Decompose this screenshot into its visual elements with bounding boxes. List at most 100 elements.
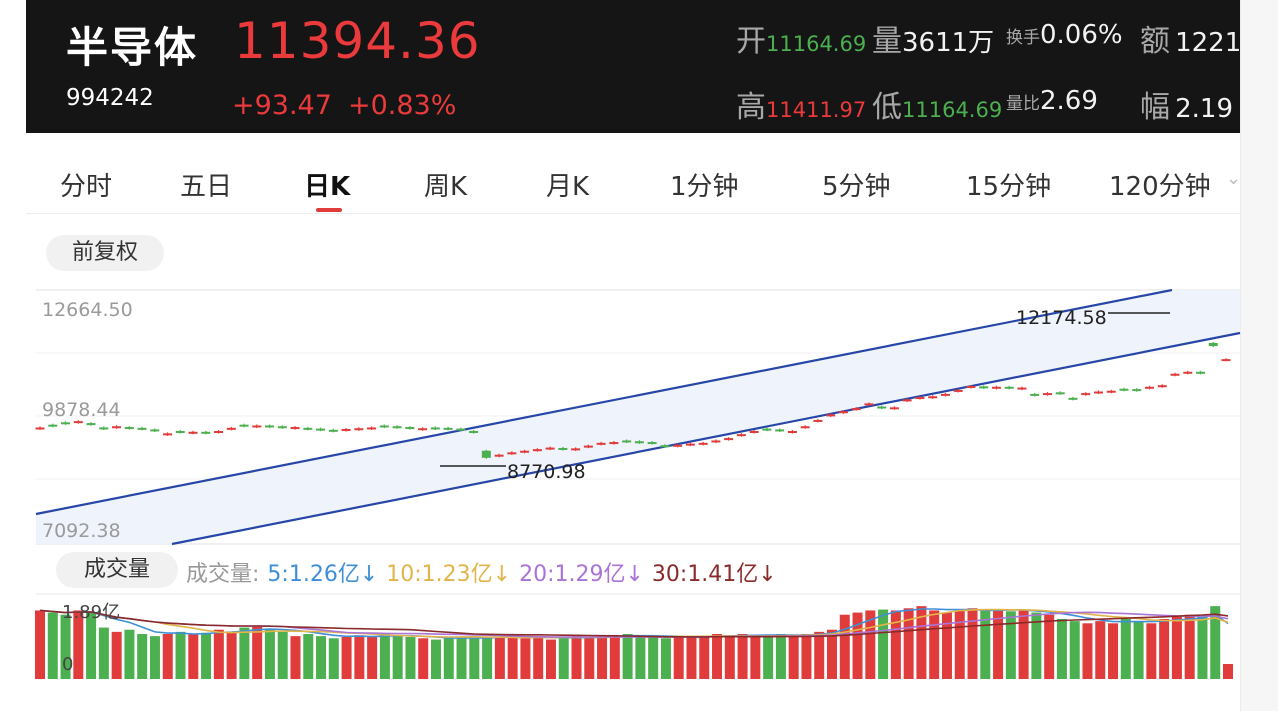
volume-bar: [865, 610, 876, 679]
candle-body: [928, 396, 938, 399]
candle-body: [1208, 342, 1218, 347]
volume-bar: [839, 614, 850, 679]
candle-body: [392, 426, 402, 429]
volume-bar: [213, 629, 224, 679]
open-value: 11164.69: [766, 32, 867, 56]
candle-body: [1017, 387, 1027, 390]
volume-bar: [993, 610, 1004, 679]
candle-body: [736, 434, 746, 437]
volume-indicator-button[interactable]: 成交量: [56, 552, 178, 588]
tab-weekly-k[interactable]: 周K: [424, 172, 468, 202]
volume-bar: [724, 636, 735, 679]
adjust-type-button[interactable]: 前复权: [46, 235, 164, 271]
volume-ratio-value: 2.69: [1040, 86, 1098, 116]
candle-body: [61, 422, 71, 425]
volume-bar: [111, 631, 122, 679]
tab-5-minute[interactable]: 5分钟: [822, 172, 891, 202]
volume-bar: [1108, 623, 1119, 679]
candle-body: [864, 403, 874, 406]
candle-body: [1144, 386, 1154, 389]
stat-amount: 额 1221: [1140, 16, 1240, 60]
candle-body: [838, 411, 848, 414]
candle-body: [1157, 385, 1167, 388]
chevron-down-icon[interactable]: ⌄: [1226, 168, 1242, 189]
tab-intraday[interactable]: 分时: [60, 172, 113, 202]
candle-body: [1132, 389, 1142, 392]
turnover-label: 换手: [1006, 28, 1040, 48]
volume-bar: [737, 634, 748, 679]
candle-body: [341, 429, 351, 432]
stat-high: 高11411.97: [736, 82, 866, 126]
volume-bar: [827, 629, 837, 679]
tab-five-day[interactable]: 五日: [180, 172, 233, 202]
candle-body: [137, 427, 147, 430]
candle-body: [520, 450, 530, 453]
candle-body: [175, 430, 185, 433]
volume-ma-lines: [39, 608, 1229, 639]
volume-bar: [1133, 621, 1144, 679]
volume-bar: [980, 609, 991, 679]
volume-bar: [699, 636, 710, 679]
period-tabs: 分时 五日 日K 周K 月K 1分钟 5分钟 15分钟 120分钟 ⌄: [26, 146, 1242, 214]
volume-legend: 成交量: 5:1.26亿↓ 10:1.23亿↓ 20:1.29亿↓ 30:1.41亿↓: [186, 556, 785, 588]
volume-ma-line: [39, 609, 1229, 638]
candle-body: [813, 419, 823, 422]
volume-bar: [890, 610, 901, 679]
candle-body: [1068, 397, 1078, 400]
price-change-percent: +0.83%: [348, 90, 457, 121]
candle-body: [265, 425, 275, 428]
candle-body: [1170, 373, 1180, 376]
volume-bar: [507, 636, 518, 679]
candle-body: [545, 447, 555, 450]
stock-name: 半导体: [66, 23, 199, 72]
volume-bar: [431, 639, 441, 679]
candle-body: [558, 447, 568, 450]
volume-bar: [1171, 616, 1182, 679]
tab-120-minute[interactable]: 120分钟: [1109, 172, 1211, 202]
volume-bar: [149, 636, 160, 679]
stat-volume-ratio: 量比2.69: [1006, 86, 1098, 116]
volume-bar: [814, 631, 825, 679]
candle-body: [622, 440, 632, 443]
candle-body: [889, 407, 899, 410]
candle-body: [787, 430, 797, 433]
tab-daily-k[interactable]: 日K: [304, 172, 351, 202]
candle-body: [826, 414, 836, 417]
volume-ratio-label: 量比: [1006, 94, 1040, 114]
tab-15-minute[interactable]: 15分钟: [966, 172, 1052, 202]
tab-1-minute[interactable]: 1分钟: [670, 172, 739, 202]
volume-bar: [47, 612, 58, 679]
volume-bar: [162, 634, 173, 679]
trend-channel-fill: [36, 290, 1240, 544]
volume-bar: [98, 627, 109, 679]
volume-bar: [264, 629, 275, 679]
volume-bar: [941, 612, 952, 679]
candle-body: [277, 426, 287, 429]
active-tab-indicator: [316, 208, 342, 212]
volume-bar: [1069, 621, 1080, 679]
volume-bar: [916, 606, 927, 679]
y-axis-label-max: 12664.50: [42, 299, 133, 321]
volume-bar: [201, 632, 212, 679]
candle-body: [48, 424, 58, 427]
candle-body: [762, 428, 772, 431]
volume-bar: [545, 639, 556, 679]
candle-body: [124, 427, 134, 430]
volume-bar: [1095, 621, 1106, 679]
volume-bar: [341, 637, 352, 679]
volume-bar: [1018, 610, 1029, 679]
tab-monthly-k[interactable]: 月K: [546, 172, 590, 202]
candle-body: [290, 427, 300, 430]
candle-body: [979, 386, 989, 389]
candle-body: [214, 430, 224, 433]
candle-body: [1055, 392, 1065, 395]
volume-value: 3611万: [902, 28, 995, 58]
candle-body: [456, 428, 466, 431]
volume-bar: [1146, 623, 1157, 679]
volume-bar: [1044, 614, 1055, 679]
volume-ma20: 20:1.29亿↓: [519, 562, 644, 587]
candle-body: [1195, 371, 1205, 374]
volume-bar: [392, 636, 403, 679]
